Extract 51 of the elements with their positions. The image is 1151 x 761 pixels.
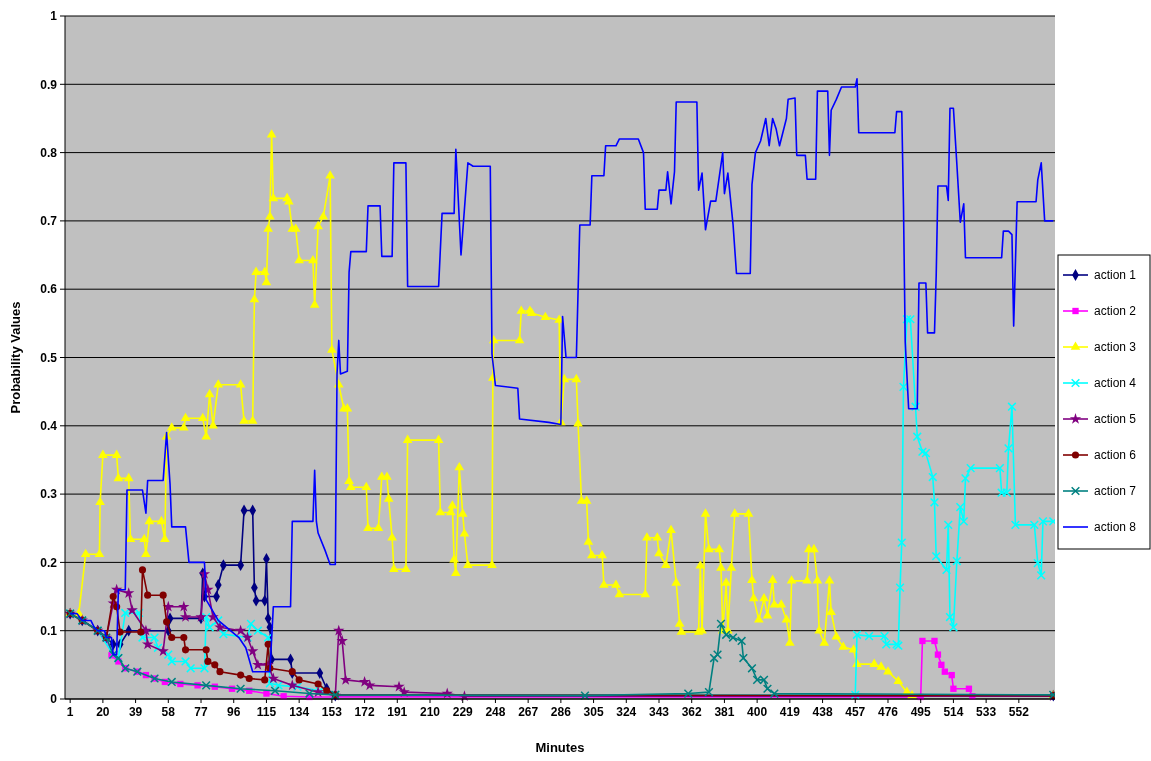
y-tick-label: 0.4 <box>40 419 58 433</box>
legend-label: action 3 <box>1094 340 1137 355</box>
y-tick-label: 1 <box>50 9 58 24</box>
x-axis-title: Minutes <box>535 740 585 755</box>
legend-label: action 2 <box>1094 304 1137 319</box>
x-tick-label: 58 <box>161 705 176 719</box>
x-tick-label: 115 <box>256 705 277 719</box>
legend-label: action 5 <box>1094 412 1137 427</box>
y-tick-label: 0.6 <box>40 282 58 297</box>
x-tick-label: 153 <box>321 705 343 719</box>
x-tick-label: 20 <box>96 705 110 719</box>
x-tick-label: 438 <box>812 705 833 719</box>
x-tick-label: 552 <box>1008 705 1030 719</box>
y-tick-label: 0.2 <box>40 555 58 570</box>
x-tick-label: 495 <box>910 705 932 719</box>
y-tick-label: 0.1 <box>40 623 58 638</box>
y-tick-label: 0.5 <box>40 350 58 365</box>
x-tick-label: 210 <box>419 705 441 719</box>
y-tick-label: 0.7 <box>40 214 58 229</box>
x-tick-label: 248 <box>485 705 506 719</box>
legend-label: action 1 <box>1094 268 1137 283</box>
x-tick-label: 77 <box>194 705 209 719</box>
x-tick-label: 514 <box>943 705 964 719</box>
y-tick-label: 0 <box>50 692 58 707</box>
x-tick-label: 476 <box>877 705 899 719</box>
x-tick-label: 39 <box>128 705 143 719</box>
x-tick-label: 96 <box>227 705 241 719</box>
y-tick-label: 0.3 <box>40 487 58 502</box>
legend-label: action 6 <box>1094 448 1137 463</box>
x-tick-label: 533 <box>976 705 997 719</box>
x-tick-label: 343 <box>648 705 670 719</box>
x-tick-label: 305 <box>583 705 604 719</box>
legend-label: action 8 <box>1094 520 1137 535</box>
x-tick-label: 457 <box>845 705 866 719</box>
x-tick-label: 286 <box>550 705 572 719</box>
y-axis-title: Probability Values <box>8 301 23 414</box>
x-tick-label: 172 <box>354 705 375 719</box>
x-tick-label: 229 <box>452 705 474 719</box>
x-tick-label: 134 <box>289 705 310 719</box>
y-tick-label: 0.9 <box>40 77 58 92</box>
x-tick-label: 1 <box>66 705 74 719</box>
x-tick-label: 267 <box>518 705 539 719</box>
x-tick-label: 362 <box>681 705 703 719</box>
x-tick-label: 324 <box>616 705 637 719</box>
x-tick-label: 381 <box>714 705 735 719</box>
y-tick-label: 0.8 <box>40 145 58 160</box>
x-tick-label: 400 <box>747 705 768 719</box>
legend-label: action 4 <box>1094 376 1137 391</box>
x-tick-label: 419 <box>779 705 801 719</box>
legend-label: action 7 <box>1094 484 1137 499</box>
x-tick-label: 191 <box>387 705 408 719</box>
